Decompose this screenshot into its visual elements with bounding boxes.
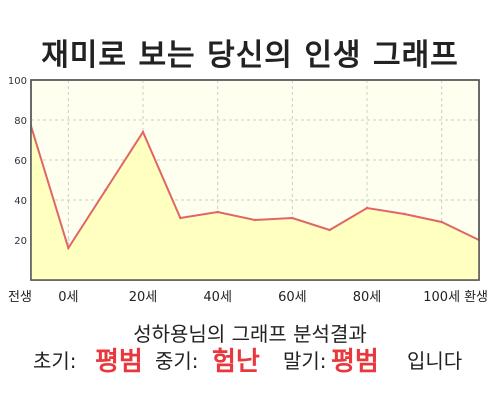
data-point <box>440 220 443 224</box>
data-point <box>104 188 107 192</box>
middle-value: 험난 <box>212 347 260 377</box>
page-title: 재미로 보는 당신의 인생 그래프 <box>41 38 459 73</box>
life-graph-chart: 20 40 60 80 100 전생 0세 20세 40세 60세 80세 100세 환생 <box>8 76 488 305</box>
y-tick-label: 100 <box>8 76 27 87</box>
x-tick-label: 100세 <box>423 290 460 305</box>
data-point <box>141 130 145 134</box>
x-tick-label: 40세 <box>203 290 232 305</box>
x-tick-label: 전생 <box>8 290 32 305</box>
x-tick-label: 환생 <box>464 290 488 305</box>
data-point <box>216 210 219 214</box>
life-area-fill <box>31 126 479 280</box>
data-point <box>365 206 369 210</box>
data-point <box>291 216 294 220</box>
data-point <box>253 218 257 222</box>
y-tick-label: 20 <box>14 236 27 247</box>
late-value: 평범 <box>331 347 379 377</box>
suffix-text: 입니다 <box>407 349 463 373</box>
x-tick-label: 60세 <box>278 290 307 305</box>
plot-border <box>30 79 480 281</box>
y-tick-label: 60 <box>14 156 27 167</box>
data-point <box>179 216 182 220</box>
early-label: 초기: <box>33 349 77 373</box>
middle-label: 중기: <box>155 349 199 373</box>
data-point <box>67 246 70 250</box>
data-point <box>403 212 406 216</box>
analysis-title: 성하용님의 그래프 분석결과 <box>133 322 367 346</box>
x-tick-label: 0세 <box>58 290 78 305</box>
early-value: 평범 <box>95 347 143 377</box>
x-tick-label: 20세 <box>129 290 158 305</box>
y-tick-label: 40 <box>14 196 27 207</box>
data-point <box>328 228 331 232</box>
y-tick-label: 80 <box>14 116 27 127</box>
x-tick-label: 80세 <box>353 290 382 305</box>
late-label: 말기: <box>283 349 327 373</box>
